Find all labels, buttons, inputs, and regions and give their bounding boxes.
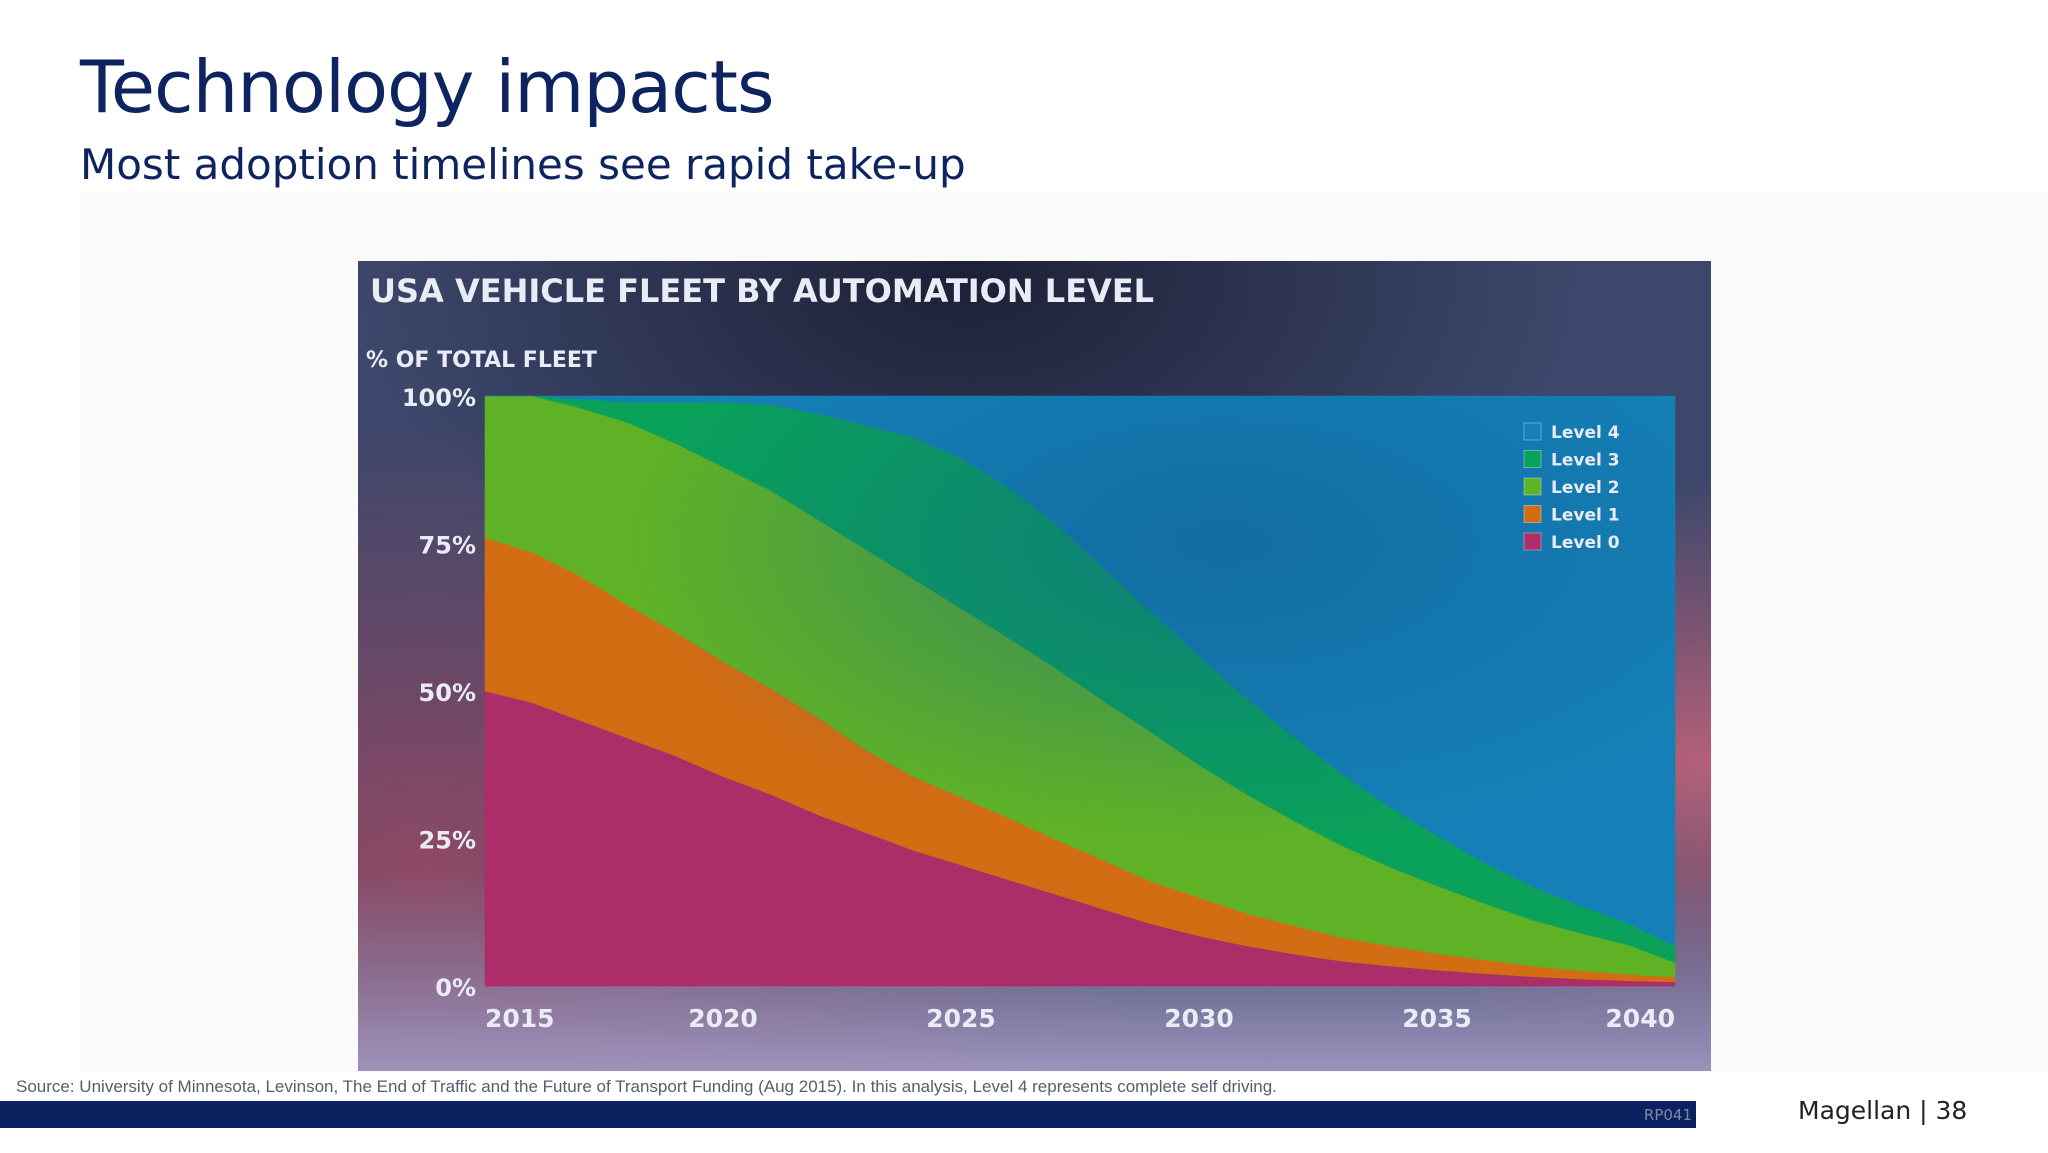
footer-brand: Magellan | 38: [1798, 1096, 1968, 1125]
legend-swatch: [1523, 422, 1542, 441]
slide-subtitle: Most adoption timelines see rapid take-u…: [80, 140, 966, 189]
x-tick-label: 2020: [688, 1004, 758, 1033]
legend-label: Level 0: [1551, 533, 1620, 553]
chart-title: USA VEHICLE FLEET BY AUTOMATION LEVEL: [370, 272, 1154, 310]
slide-title: Technology impacts: [80, 45, 774, 129]
area-chart: USA VEHICLE FLEET BY AUTOMATION LEVEL % …: [358, 261, 1711, 1071]
legend-swatch: [1523, 477, 1542, 496]
legend-swatch: [1523, 532, 1542, 551]
legend-swatch: [1523, 505, 1542, 523]
legend: Level 4 Level 3 Level 2 Level 1 Level 0: [1523, 422, 1620, 553]
y-tick-label: 75%: [419, 532, 476, 560]
plot-shading: [485, 396, 1675, 986]
source-note: Source: University of Minnesota, Levinso…: [16, 1077, 1277, 1096]
legend-label: Level 4: [1551, 423, 1620, 443]
legend-swatch: [1523, 450, 1542, 468]
chart-panel: USA VEHICLE FLEET BY AUTOMATION LEVEL % …: [358, 261, 1711, 1071]
legend-label: Level 2: [1551, 478, 1620, 498]
x-tick-label: 2015: [485, 1004, 555, 1033]
x-tick-label: 2040: [1605, 1004, 1675, 1033]
footer-bar: RP041: [0, 1101, 1696, 1128]
y-tick-label: 0%: [435, 974, 476, 1002]
y-tick-label: 25%: [419, 827, 476, 855]
y-tick-label: 100%: [402, 384, 476, 412]
y-tick-labels: 0% 25% 50% 75% 100%: [402, 384, 476, 1002]
x-tick-labels: 2015 2020 2025 2030 2035 2040: [485, 1004, 1675, 1033]
y-tick-label: 50%: [419, 679, 476, 707]
y-axis-label: % OF TOTAL FLEET: [366, 348, 597, 373]
footer-code: RP041: [1643, 1106, 1692, 1124]
legend-label: Level 3: [1551, 451, 1620, 471]
x-tick-label: 2035: [1402, 1004, 1472, 1033]
x-tick-label: 2030: [1164, 1004, 1234, 1033]
x-tick-label: 2025: [926, 1004, 996, 1033]
legend-label: Level 1: [1551, 506, 1620, 526]
